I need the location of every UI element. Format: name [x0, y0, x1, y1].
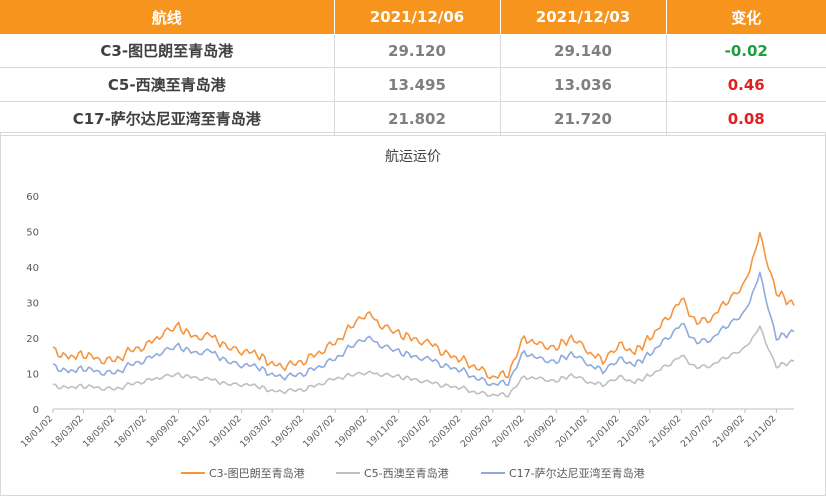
series-line-1 — [52, 231, 795, 380]
chart-title: 航运运价 — [385, 149, 441, 165]
x-tick-label: 18/05/02 — [81, 414, 117, 450]
x-tick-label: 21/01/02 — [586, 414, 622, 450]
header-date-1: 2021/12/06 — [334, 0, 501, 34]
y-axis: 0 10 20 30 40 50 60 — [26, 192, 39, 416]
route-cell: C17-萨尔达尼亚湾至青岛港 — [0, 101, 335, 136]
chart-container: 航运运价 0 10 20 30 40 50 60 18/01/02 18/03/02 18/05… — [0, 132, 826, 496]
header-change: 变化 — [666, 0, 826, 34]
y-tick-label: 40 — [26, 263, 39, 274]
table-row: C3-图巴朗至青岛港 29.120 29.140 -0.02 — [0, 34, 826, 68]
header-date-2: 2021/12/03 — [500, 0, 667, 34]
series-line-3 — [52, 271, 795, 387]
value-cell-1: 13.495 — [334, 67, 501, 102]
x-tick-label: 19/07/02 — [302, 414, 338, 450]
value-cell-1: 21.802 — [334, 101, 501, 136]
y-tick-label: 50 — [26, 228, 39, 239]
x-tick-label: 18/01/02 — [19, 414, 55, 450]
x-tick-label: 21/11/02 — [743, 414, 779, 450]
y-tick-label: 10 — [26, 370, 39, 381]
x-tick-label: 19/05/02 — [270, 414, 306, 450]
legend-label: C5-西澳至青岛港 — [364, 466, 449, 480]
x-tick-label: 19/03/02 — [239, 414, 275, 450]
change-cell: 0.08 — [666, 101, 826, 136]
legend-label: C3-图巴朗至青岛港 — [209, 466, 305, 480]
x-tick-label: 18/09/02 — [145, 414, 181, 450]
change-cell: 0.46 — [666, 67, 826, 102]
value-cell-1: 29.120 — [334, 34, 501, 68]
x-tick-label: 19/11/02 — [365, 414, 401, 450]
route-cell: C5-西澳至青岛港 — [0, 67, 335, 102]
x-tick-label: 20/01/02 — [397, 414, 433, 450]
table-row: C5-西澳至青岛港 13.495 13.036 0.46 — [0, 67, 826, 102]
value-cell-2: 29.140 — [500, 34, 667, 68]
y-tick-label: 30 — [26, 299, 39, 310]
x-tick-label: 18/07/02 — [113, 414, 149, 450]
y-tick-label: 0 — [33, 405, 39, 416]
header-route: 航线 — [0, 0, 335, 34]
x-tick-label: 20/07/02 — [491, 414, 527, 450]
x-tick-label: 20/11/02 — [554, 414, 590, 450]
x-tick-label: 18/11/02 — [177, 414, 213, 450]
x-tick-label: 18/03/02 — [50, 414, 86, 450]
x-tick-label: 21/05/02 — [648, 414, 684, 450]
x-tick-label: 20/03/02 — [428, 414, 464, 450]
freight-rate-table: 航线 2021/12/06 2021/12/03 变化 C3-图巴朗至青岛港 2… — [0, 0, 826, 136]
table-row: C17-萨尔达尼亚湾至青岛港 21.802 21.720 0.08 — [0, 101, 826, 136]
y-tick-label: 60 — [26, 192, 39, 203]
x-tick-label: 19/09/02 — [334, 414, 370, 450]
series-layer — [52, 231, 795, 398]
legend-label: C17-萨尔达尼亚湾至青岛港 — [509, 466, 645, 480]
x-axis: 18/01/0218/03/0218/05/0218/07/0218/09/02… — [19, 408, 794, 450]
x-tick-label: 20/05/02 — [459, 414, 495, 450]
x-tick-label: 20/09/02 — [523, 414, 559, 450]
series-line-2 — [52, 325, 795, 398]
value-cell-2: 13.036 — [500, 67, 667, 102]
legend: C3-图巴朗至青岛港 C5-西澳至青岛港 C17-萨尔达尼亚湾至青岛港 — [181, 466, 645, 480]
x-tick-label: 21/09/02 — [711, 414, 747, 450]
y-tick-label: 20 — [26, 334, 39, 345]
route-cell: C3-图巴朗至青岛港 — [0, 34, 335, 68]
x-tick-label: 19/01/02 — [208, 414, 244, 450]
value-cell-2: 21.720 — [500, 101, 667, 136]
x-tick-label: 21/07/02 — [679, 414, 715, 450]
line-chart: 航运运价 0 10 20 30 40 50 60 18/01/0218/03/0218/05… — [19, 149, 795, 480]
change-cell: -0.02 — [666, 34, 826, 68]
table-header-row: 航线 2021/12/06 2021/12/03 变化 — [0, 0, 826, 34]
x-tick-label: 21/03/02 — [616, 414, 652, 450]
